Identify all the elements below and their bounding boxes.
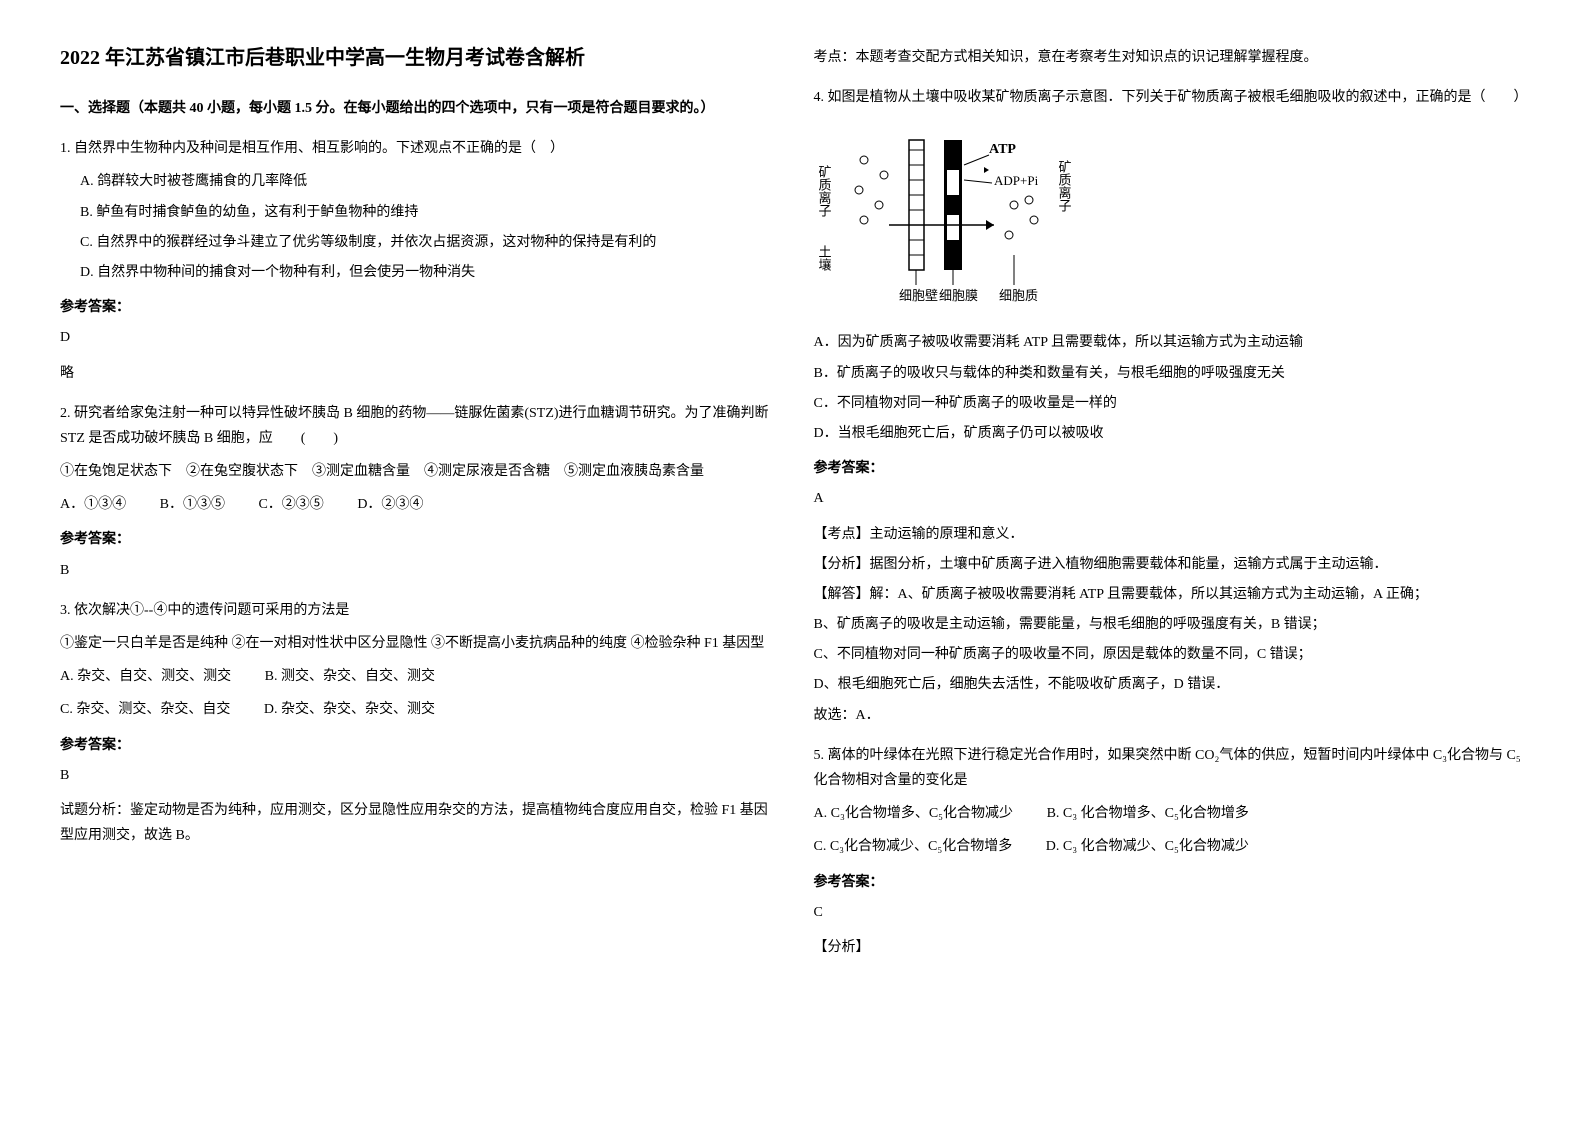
answer-label: 参考答案： [60,733,774,758]
option-c: C. C₃化合物减少、C₅化合物增多 [814,839,1013,854]
option-a: A．①③④ [60,497,126,512]
cytoplasm-label: 细胞质 [999,288,1038,303]
option-c: C．不同植物对同一种矿质离子的吸收量是一样的 [814,391,1528,416]
answer-label: 参考答案： [60,527,774,552]
option-c: C. 自然界中的猴群经过争斗建立了优劣等级制度，并依次占据资源，这对物种的保持是… [80,230,774,255]
option-d: D．②③④ [357,497,423,512]
answer: C [814,900,1528,925]
left-column: 2022 年江苏省镇江市后巷职业中学高一生物月考试卷含解析 一、选择题（本题共 … [60,40,774,1082]
answer-note: 略 [60,361,774,386]
options-row-2: C. 杂交、测交、杂交、自交 D. 杂交、杂交、杂交、测交 [60,697,774,722]
solve-c: C、不同植物对同一种矿质离子的吸收量不同，原因是载体的数量不同，C 错误； [814,642,1528,667]
solve-a: 【解答】解：A、矿质离子被吸收需要消耗 ATP 且需要载体，所以其运输方式为主动… [814,582,1528,607]
answer-label: 参考答案： [814,870,1528,895]
adppi-label: ADP+Pi [994,173,1039,188]
question-text: 2. 研究者给家兔注射一种可以特异性破坏胰岛 B 细胞的药物——链脲佐菌素(ST… [60,401,774,451]
answer: D [60,325,774,350]
option-c: C．②③⑤ [258,497,323,512]
answer: B [60,558,774,583]
mineral-right-label: 矿质离子 [1056,160,1071,212]
option-b: B. 鲈鱼有时捕食鲈鱼的幼鱼，这有利于鲈鱼物种的维持 [80,200,774,225]
question-1: 1. 自然界中生物种内及种间是相互作用、相互影响的。下述观点不正确的是（ ） A… [60,136,774,386]
question-text: 4. 如图是植物从土壤中吸收某矿物质离子示意图．下列关于矿物质离子被根毛细胞吸收… [814,85,1528,110]
option-d: D. 自然界中物种间的捕食对一个物种有利，但会使另一物种消失 [80,260,774,285]
analysis: 【分析】据图分析，土壤中矿质离子进入植物细胞需要载体和能量，运输方式属于主动运输… [814,552,1528,577]
question-text: 3. 依次解决①--④中的遗传问题可采用的方法是 [60,598,774,623]
solve-d: D、根毛细胞死亡后，细胞失去活性，不能吸收矿质离子，D 错误． [814,672,1528,697]
right-column: 考点：本题考查交配方式相关知识，意在考察考生对知识点的识记理解掌握程度。 4. … [814,40,1528,1082]
options-row-2: C. C₃化合物减少、C₅化合物增多 D. C₃ 化合物减少、C₅化合物减少 [814,834,1528,859]
wall-label: 细胞壁 [899,288,938,303]
answer: A [814,486,1528,511]
sub-options: ①鉴定一只白羊是否是纯种 ②在一对相对性状中区分显隐性 ③不断提高小麦抗病品种的… [60,631,774,656]
membrane-label: 细胞膜 [939,288,978,303]
options-row-1: A. 杂交、自交、测交、测交 B. 测交、杂交、自交、测交 [60,664,774,689]
question-5: 5. 离体的叶绿体在光照下进行稳定光合作用时，如果突然中断 CO₂气体的供应，短… [814,743,1528,960]
conclusion: 故选：A． [814,703,1528,728]
option-b: B．①③⑤ [160,497,225,512]
question-text: 1. 自然界中生物种内及种间是相互作用、相互影响的。下述观点不正确的是（ ） [60,136,774,161]
option-a: A. 杂交、自交、测交、测交 [60,669,231,684]
option-a: A．因为矿质离子被吸收需要消耗 ATP 且需要载体，所以其运输方式为主动运输 [814,330,1528,355]
answer-label: 参考答案： [814,456,1528,481]
option-c: C. 杂交、测交、杂交、自交 [60,702,230,717]
option-b: B. C₃ 化合物增多、C₅化合物增多 [1047,806,1249,821]
analysis: 【分析】 [814,935,1528,960]
option-d: D．当根毛细胞死亡后，矿质离子仍可以被吸收 [814,421,1528,446]
analysis-continued: 考点：本题考查交配方式相关知识，意在考察考生对知识点的识记理解掌握程度。 [814,45,1528,70]
option-b: B．矿质离子的吸收只与载体的种类和数量有关，与根毛细胞的呼吸强度无关 [814,361,1528,386]
exam-title: 2022 年江苏省镇江市后巷职业中学高一生物月考试卷含解析 [60,40,774,76]
soil-label: 土壤 [816,245,831,271]
option-a: A. 鸽群较大时被苍鹰捕食的几率降低 [80,169,774,194]
option-d: D. 杂交、杂交、杂交、测交 [264,702,435,717]
option-b: B. 测交、杂交、自交、测交 [265,669,435,684]
point: 【考点】主动运输的原理和意义． [814,522,1528,547]
question-4: 4. 如图是植物从土壤中吸收某矿物质离子示意图．下列关于矿物质离子被根毛细胞吸收… [814,85,1528,728]
answer: B [60,763,774,788]
cell-diagram: 矿质离子 土壤 [814,125,1528,315]
solve-b: B、矿质离子的吸收是主动运输，需要能量，与根毛细胞的呼吸强度有关，B 错误； [814,612,1528,637]
section-header: 一、选择题（本题共 40 小题，每小题 1.5 分。在每小题给出的四个选项中，只… [60,96,774,121]
analysis-text: 试题分析：鉴定动物是否为纯种，应用测交，区分显隐性应用杂交的方法，提高植物纯合度… [60,798,774,848]
option-d: D. C₃ 化合物减少、C₅化合物减少 [1046,839,1249,854]
atp-label: ATP [989,142,1016,157]
question-text: 5. 离体的叶绿体在光照下进行稳定光合作用时，如果突然中断 CO₂气体的供应，短… [814,743,1528,793]
options-row-1: A. C₃化合物增多、C₅化合物减少 B. C₃ 化合物增多、C₅化合物增多 [814,801,1528,826]
option-a: A. C₃化合物增多、C₅化合物减少 [814,806,1014,821]
answer-label: 参考答案： [60,295,774,320]
sub-options: ①在兔饱足状态下 ②在兔空腹状态下 ③测定血糖含量 ④测定尿液是否含糖 ⑤测定血… [60,459,774,484]
question-3: 3. 依次解决①--④中的遗传问题可采用的方法是 ①鉴定一只白羊是否是纯种 ②在… [60,598,774,849]
mineral-left-label: 矿质离子 [816,165,831,217]
options-row: A．①③④ B．①③⑤ C．②③⑤ D．②③④ [60,492,774,517]
question-2: 2. 研究者给家兔注射一种可以特异性破坏胰岛 B 细胞的药物——链脲佐菌素(ST… [60,401,774,583]
